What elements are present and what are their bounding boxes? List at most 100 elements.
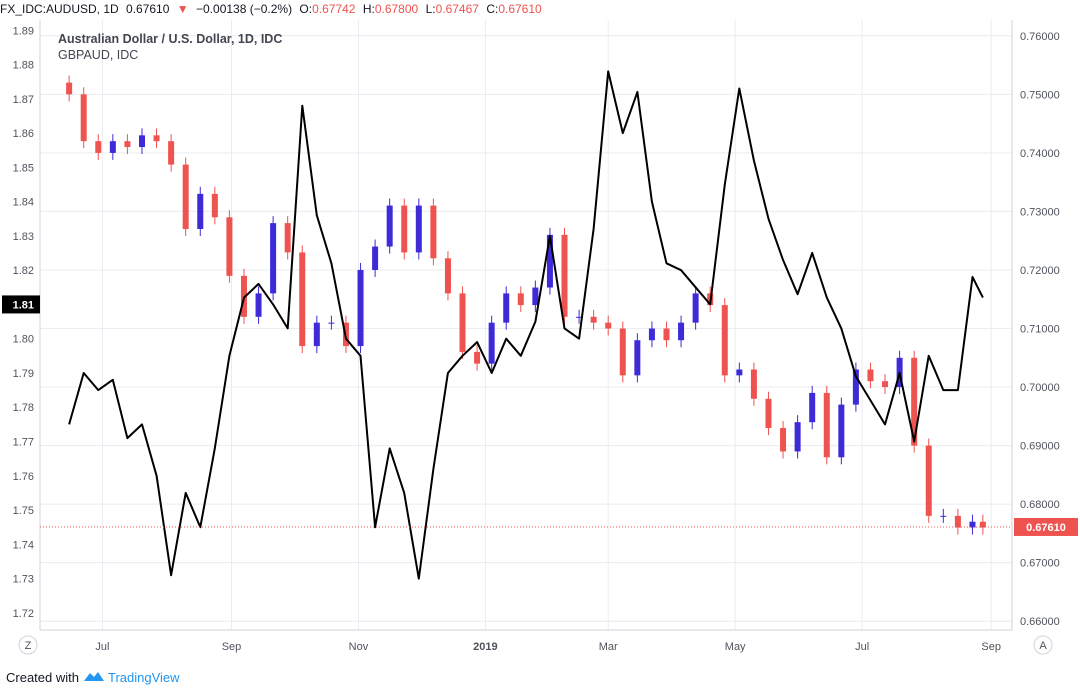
candle bbox=[124, 134, 131, 155]
candle bbox=[386, 198, 393, 254]
candle bbox=[867, 362, 874, 389]
zoom-button[interactable]: Z bbox=[18, 635, 38, 655]
candle bbox=[182, 157, 189, 237]
left-tick-label: 1.89 bbox=[13, 25, 34, 37]
left-last-tag bbox=[2, 295, 40, 314]
candle bbox=[459, 286, 466, 359]
candle-body bbox=[255, 293, 262, 317]
candle-body bbox=[401, 205, 408, 253]
candle-body bbox=[750, 369, 757, 399]
left-tick-label: 1.88 bbox=[13, 60, 34, 72]
candle bbox=[517, 286, 524, 313]
ohlc-open: 0.67742 bbox=[312, 2, 356, 16]
candle-body bbox=[124, 141, 131, 148]
right-tick-label: 0.76000 bbox=[1020, 31, 1060, 43]
x-tick-label: Mar bbox=[599, 641, 618, 653]
candle-body bbox=[80, 94, 87, 142]
candle bbox=[678, 315, 685, 348]
candle-body bbox=[270, 223, 277, 294]
candle bbox=[372, 239, 379, 277]
left-tick-label: 1.77 bbox=[13, 437, 34, 449]
price-chart[interactable]: 1.89 1.88 1.87 1.86 1.85 1.84 1.83 1.82 1.81 1.80… bbox=[0, 20, 1080, 664]
candle bbox=[940, 508, 947, 523]
ohlc-high: 0.67800 bbox=[374, 2, 419, 16]
candle-body bbox=[911, 357, 918, 446]
candle bbox=[255, 286, 262, 324]
candle-body bbox=[590, 316, 597, 323]
candle bbox=[430, 198, 437, 266]
candle-body bbox=[474, 351, 481, 364]
candle bbox=[692, 286, 699, 330]
legend-main: Australian Dollar / U.S. Dollar, 1D, IDC bbox=[58, 32, 282, 46]
left-tick-label: 1.84 bbox=[13, 197, 34, 209]
created-with-text: Created with bbox=[6, 670, 79, 685]
candle-body bbox=[954, 515, 961, 528]
candle bbox=[401, 198, 408, 260]
candle bbox=[532, 280, 539, 313]
candle-body bbox=[488, 322, 495, 364]
candle-body bbox=[678, 322, 685, 341]
right-tick-label: 0.66000 bbox=[1020, 616, 1060, 628]
left-tick-label: 1.76 bbox=[13, 471, 34, 483]
candle bbox=[911, 350, 918, 453]
left-tick-label: 1.83 bbox=[13, 231, 34, 243]
candle bbox=[211, 186, 218, 225]
candle-body bbox=[66, 82, 73, 95]
left-tick-label: 1.74 bbox=[13, 539, 34, 551]
tradingview-logo-icon bbox=[83, 665, 105, 693]
x-tick-label: May bbox=[725, 641, 746, 653]
candle-body bbox=[605, 322, 612, 329]
x-tick-label: Jul bbox=[95, 641, 109, 653]
left-last-tag-label: 1.81 bbox=[13, 299, 34, 311]
right-tick-label: 0.74000 bbox=[1020, 148, 1060, 160]
candle bbox=[488, 315, 495, 371]
candle bbox=[954, 508, 961, 535]
candle-body bbox=[386, 205, 393, 247]
candle-body bbox=[576, 316, 583, 318]
right-tick-label: 0.67000 bbox=[1020, 558, 1060, 570]
candle-body bbox=[182, 164, 189, 229]
left-tick-label: 1.87 bbox=[13, 94, 34, 106]
ohlc-low: 0.67467 bbox=[435, 2, 479, 16]
x-tick-label: 2019 bbox=[473, 641, 497, 653]
down-arrow-icon: ▼ bbox=[176, 2, 189, 16]
candle bbox=[270, 216, 277, 301]
right-tick-label: 0.70000 bbox=[1020, 382, 1060, 394]
symbol-header: FX_IDC:AUDUSD, 1D 0.67610 ▼ −0.00138 (−0… bbox=[0, 0, 1080, 20]
candle bbox=[648, 321, 655, 348]
tradingview-brand[interactable]: TradingView bbox=[108, 670, 180, 685]
candle-body bbox=[138, 135, 145, 148]
footer: Created with TradingView bbox=[0, 664, 1080, 692]
last-price-tag bbox=[1014, 517, 1078, 536]
x-tick-label: Nov bbox=[349, 641, 369, 653]
candle bbox=[80, 87, 87, 149]
candle bbox=[328, 315, 335, 330]
candle-body bbox=[765, 398, 772, 429]
left-tick-label: 1.75 bbox=[13, 505, 34, 517]
candle-body bbox=[663, 328, 670, 341]
legend-compare: GBPAUD, IDC bbox=[58, 48, 138, 62]
candle bbox=[765, 391, 772, 436]
candle-body bbox=[546, 234, 553, 288]
candle bbox=[444, 251, 451, 301]
candle-body bbox=[313, 322, 320, 347]
candle-body bbox=[838, 404, 845, 458]
candle-body bbox=[109, 141, 116, 153]
auto-scale-button[interactable]: A bbox=[1033, 635, 1053, 655]
last-price: 0.67610 bbox=[126, 2, 170, 16]
candle-body bbox=[444, 258, 451, 294]
candle bbox=[750, 362, 757, 406]
candle bbox=[226, 210, 233, 283]
candle bbox=[138, 128, 145, 155]
candle bbox=[109, 134, 116, 160]
candle bbox=[663, 321, 670, 348]
candle bbox=[925, 438, 932, 523]
auto-scale-button-label: A bbox=[1039, 640, 1047, 652]
candle bbox=[357, 262, 364, 354]
right-tick-label: 0.75000 bbox=[1020, 89, 1060, 101]
right-tick-label: 0.69000 bbox=[1020, 441, 1060, 453]
candle-body bbox=[328, 322, 335, 324]
candle-body bbox=[503, 293, 510, 323]
candle-body bbox=[197, 193, 204, 229]
candle bbox=[969, 514, 976, 535]
